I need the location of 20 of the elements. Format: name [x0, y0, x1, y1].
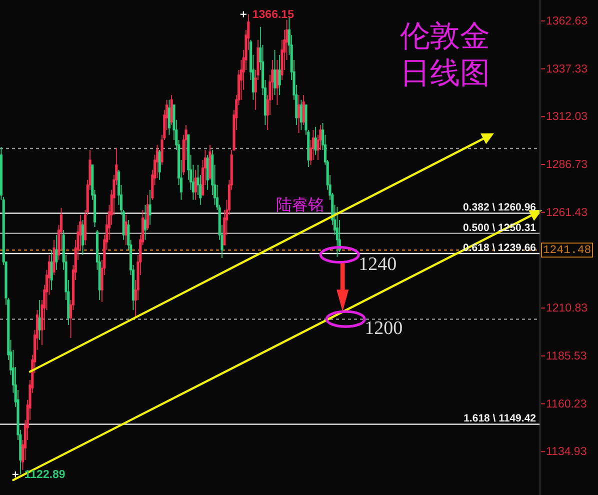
y-tick-label: 1261.43 — [546, 206, 588, 219]
annotation: 1200 — [364, 318, 403, 340]
annotation: 1366.15 — [252, 8, 295, 21]
annotation: 1122.89 — [24, 468, 66, 481]
ref-label: 1.618 \ 1149.42 — [464, 412, 536, 425]
y-tick-label: 1134.93 — [546, 446, 587, 458]
y-tick-label: 1312.03 — [546, 111, 588, 124]
y-tick-label: 1185.53 — [546, 350, 587, 362]
price-box: 1241.48 — [541, 242, 593, 258]
annotation: 1240 — [358, 254, 397, 275]
extreme-label: 1122.89 — [12, 468, 66, 481]
note: 陆睿铭 — [276, 195, 324, 214]
extreme-label: 1366.15 — [240, 8, 294, 21]
ref-label: 0.382 \ 1260.96 — [463, 202, 536, 214]
text: 伦敦金日线图 — [399, 18, 491, 92]
y-tick-label: 1337.33 — [546, 63, 588, 76]
y-tick-label: 1160.23 — [546, 398, 587, 410]
y-tick-label: 1210.83 — [546, 302, 588, 315]
y-tick-label: 1286.73 — [546, 159, 588, 171]
y-tick-label: 1362.63 — [546, 15, 588, 28]
